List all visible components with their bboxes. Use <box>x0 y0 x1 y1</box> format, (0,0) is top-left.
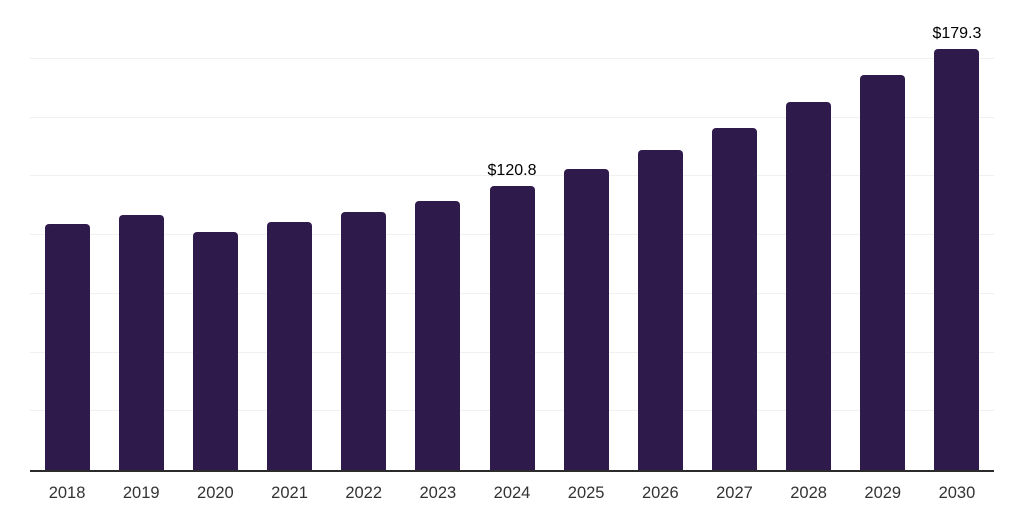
x-tick-2028: 2028 <box>790 484 827 502</box>
x-tick-2021: 2021 <box>271 484 308 502</box>
bar-2030 <box>934 48 980 470</box>
x-axis: 2018 2019 2020 2021 2022 2023 2024 2025 2026 2027… <box>30 472 994 512</box>
x-tick-2024: 2024 <box>493 484 531 502</box>
bar-2029 <box>860 75 906 470</box>
bar-2027 <box>711 128 757 470</box>
x-tick-2023: 2023 <box>419 484 457 502</box>
bar-2028 <box>786 102 832 470</box>
bar-2024 <box>489 186 535 470</box>
x-tick-2019: 2019 <box>122 484 160 502</box>
bar-2025 <box>563 168 609 470</box>
bar-2026 <box>637 149 683 470</box>
x-tick-2020: 2020 <box>197 484 234 502</box>
x-tick-2026: 2026 <box>641 484 679 502</box>
bar-2023 <box>415 200 461 470</box>
data-label-2030: $179.3 <box>932 24 982 42</box>
x-tick-2029: 2029 <box>864 484 902 502</box>
x-tick-2022: 2022 <box>345 484 383 502</box>
gridline <box>30 175 994 177</box>
bar-2020 <box>192 231 238 470</box>
data-label-2024: $120.8 <box>487 162 537 180</box>
gridline <box>30 116 994 118</box>
bar-2022 <box>341 212 387 470</box>
x-tick-2025: 2025 <box>567 484 605 502</box>
bar-2019 <box>118 214 164 470</box>
bar-2018 <box>44 223 90 470</box>
x-tick-2018: 2018 <box>48 484 86 502</box>
x-tick-2030: 2030 <box>938 484 976 502</box>
gridline <box>30 57 994 59</box>
bar-2021 <box>267 222 313 470</box>
plot-area: $120.8 $179.3 <box>30 0 994 472</box>
x-tick-2027: 2027 <box>716 484 753 502</box>
